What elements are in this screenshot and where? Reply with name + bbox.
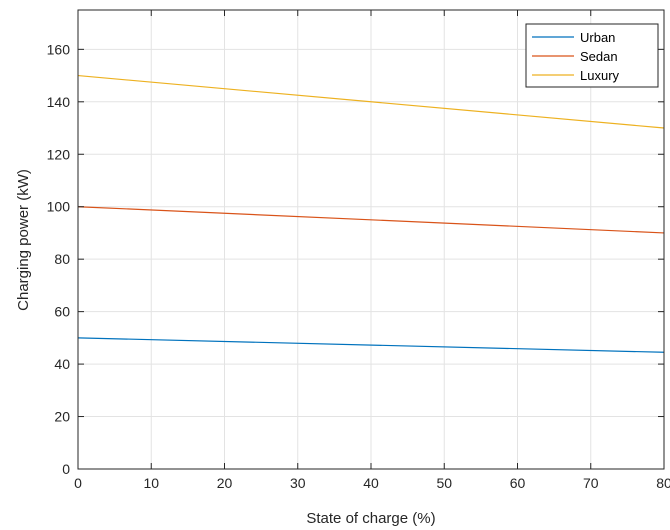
x-tick-label: 60 <box>510 475 526 491</box>
y-axis-label: Charging power (kW) <box>15 169 32 311</box>
series-line-urban <box>77 337 665 353</box>
y-tick-label: 80 <box>54 251 70 267</box>
x-axis-label: State of charge (%) <box>306 510 435 527</box>
y-tick-label: 60 <box>54 304 70 320</box>
y-tick-label: 100 <box>47 199 71 215</box>
legend-label-luxury: Luxury <box>580 68 620 83</box>
x-tick-label: 30 <box>290 475 306 491</box>
legend-label-sedan: Sedan <box>580 49 618 64</box>
x-tick-label: 70 <box>583 475 599 491</box>
x-tick-label: 10 <box>143 475 159 491</box>
x-tick-label: 20 <box>217 475 233 491</box>
y-tick-label: 160 <box>47 41 71 57</box>
series-line-luxury <box>77 74 665 129</box>
y-tick-label: 20 <box>54 409 70 425</box>
x-tick-label: 40 <box>363 475 379 491</box>
y-tick-label: 140 <box>47 94 71 110</box>
y-tick-label: 40 <box>54 356 70 372</box>
legend: Urban Sedan Luxury <box>525 23 659 88</box>
y-tick-label: 0 <box>62 461 70 477</box>
series-line-sedan <box>77 206 665 234</box>
y-tick-label: 120 <box>47 146 71 162</box>
legend-label-urban: Urban <box>580 30 615 45</box>
axis-ticks: 0 10 20 30 40 50 60 70 80 0 20 40 60 80 100 120 140 160 <box>47 10 670 491</box>
x-tick-label: 0 <box>74 475 82 491</box>
x-tick-label: 80 <box>656 475 670 491</box>
series-lines <box>77 74 665 353</box>
x-tick-label: 50 <box>436 475 452 491</box>
